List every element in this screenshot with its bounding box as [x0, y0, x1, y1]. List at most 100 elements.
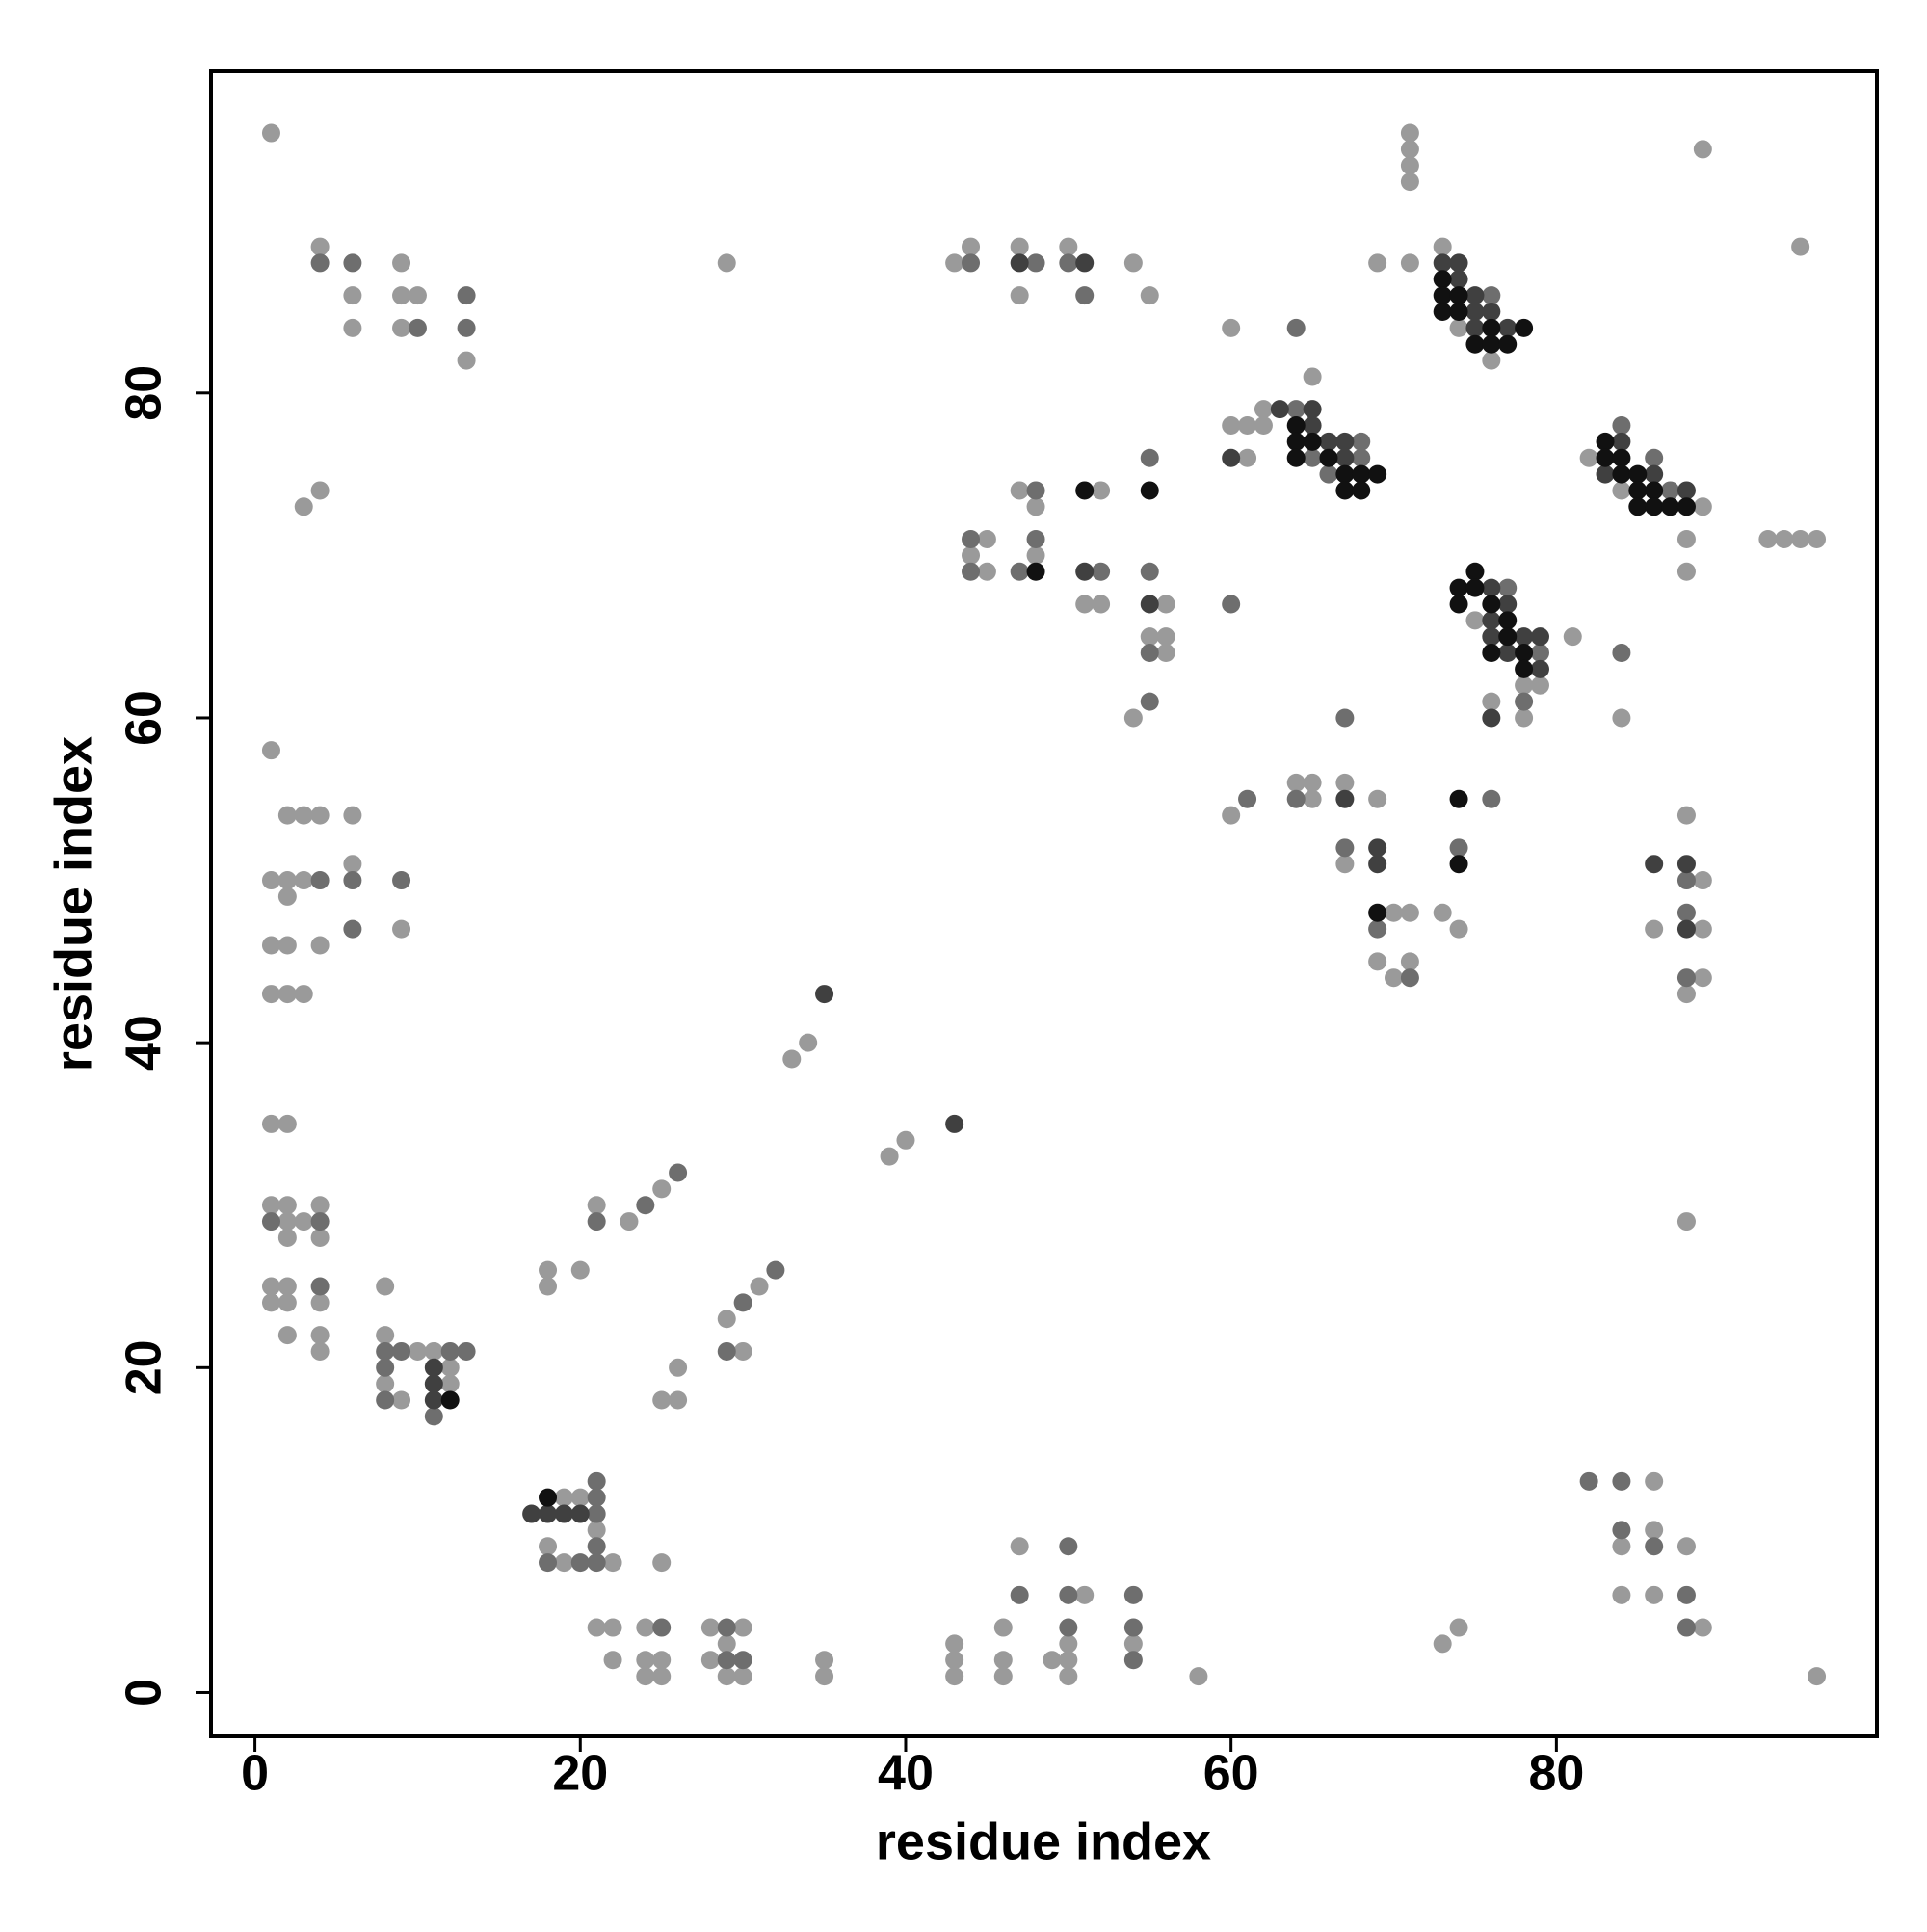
- point: [392, 919, 411, 939]
- point: [1465, 318, 1485, 337]
- y-tick-label: 60: [117, 690, 172, 746]
- point: [1676, 871, 1696, 890]
- point: [962, 545, 981, 565]
- point: [815, 1651, 834, 1670]
- point: [277, 936, 297, 955]
- point: [1482, 692, 1501, 711]
- point: [717, 253, 736, 273]
- point: [1482, 351, 1501, 370]
- point: [1482, 644, 1501, 663]
- point: [1645, 919, 1664, 939]
- point: [1092, 562, 1111, 581]
- point: [1368, 789, 1387, 808]
- point: [1482, 627, 1501, 647]
- point: [962, 237, 981, 256]
- point: [1498, 644, 1518, 663]
- x-tick-label: 0: [241, 1746, 269, 1802]
- point: [1303, 789, 1322, 808]
- point: [1319, 432, 1338, 451]
- point: [587, 1196, 606, 1215]
- point: [1676, 903, 1696, 922]
- point: [799, 1033, 818, 1052]
- point: [343, 318, 362, 337]
- point: [294, 985, 313, 1004]
- point: [1286, 789, 1306, 808]
- point: [1628, 464, 1648, 484]
- point: [700, 1651, 720, 1670]
- point: [1676, 1212, 1696, 1231]
- point: [977, 530, 996, 549]
- point: [587, 1504, 606, 1523]
- point: [1645, 855, 1664, 874]
- point: [1156, 595, 1175, 614]
- point: [1335, 432, 1355, 451]
- point: [1482, 595, 1501, 614]
- point: [1140, 448, 1159, 467]
- point: [1400, 172, 1419, 192]
- point: [424, 1374, 443, 1393]
- point: [603, 1618, 622, 1637]
- point: [1530, 675, 1549, 695]
- point: [1286, 448, 1306, 467]
- point: [1335, 838, 1355, 858]
- point: [1676, 1537, 1696, 1556]
- point: [343, 919, 362, 939]
- point: [539, 1260, 558, 1280]
- point: [1238, 448, 1257, 467]
- point: [1482, 578, 1501, 597]
- point: [1368, 903, 1387, 922]
- point: [717, 1618, 736, 1637]
- point: [1433, 270, 1452, 289]
- point: [1612, 1585, 1631, 1604]
- point: [1303, 416, 1322, 436]
- point: [1368, 919, 1387, 939]
- point: [1335, 855, 1355, 874]
- point: [1286, 416, 1306, 436]
- point: [408, 286, 427, 305]
- point: [603, 1553, 622, 1573]
- point: [733, 1341, 752, 1361]
- point: [652, 1553, 672, 1573]
- point: [310, 1196, 330, 1215]
- point: [1222, 448, 1241, 467]
- point: [815, 1667, 834, 1686]
- point: [1140, 286, 1159, 305]
- point: [1059, 1537, 1078, 1556]
- point: [587, 1471, 606, 1491]
- point: [1400, 140, 1419, 159]
- point: [1676, 985, 1696, 1004]
- point: [310, 936, 330, 955]
- point: [1075, 253, 1095, 273]
- point: [457, 286, 476, 305]
- point: [652, 1618, 672, 1637]
- point: [1026, 530, 1045, 549]
- point: [993, 1651, 1013, 1670]
- point: [1368, 838, 1387, 858]
- point: [1335, 708, 1355, 728]
- point: [1693, 140, 1712, 159]
- point: [700, 1618, 720, 1637]
- point: [1465, 578, 1485, 597]
- point: [1026, 497, 1045, 516]
- point: [310, 806, 330, 825]
- point: [603, 1651, 622, 1670]
- point: [1075, 286, 1095, 305]
- point: [376, 1358, 395, 1377]
- point: [554, 1553, 573, 1573]
- point: [1676, 855, 1696, 874]
- point: [539, 1277, 558, 1296]
- point: [1498, 334, 1518, 354]
- point: [1140, 562, 1159, 581]
- point: [1612, 1537, 1631, 1556]
- point: [717, 1634, 736, 1654]
- point: [440, 1358, 460, 1377]
- point: [277, 806, 297, 825]
- point: [1092, 595, 1111, 614]
- point: [1676, 530, 1696, 549]
- point: [1465, 334, 1485, 354]
- point: [1286, 318, 1306, 337]
- point: [1059, 253, 1078, 273]
- point: [1385, 903, 1404, 922]
- point: [1693, 497, 1712, 516]
